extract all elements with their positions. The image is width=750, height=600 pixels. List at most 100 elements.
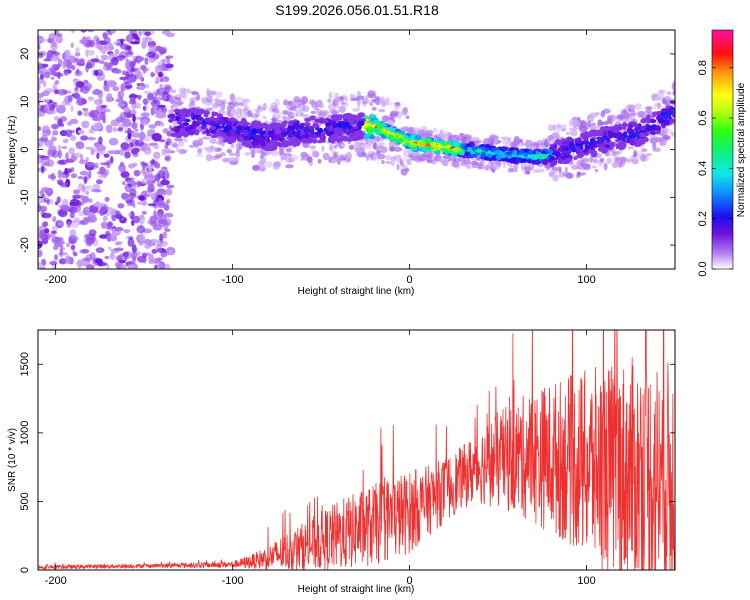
spectrogram-cell	[132, 255, 136, 264]
spectrogram-cell	[289, 106, 297, 111]
spectrogram-cell	[253, 108, 262, 112]
spectrogram-cell	[197, 110, 205, 114]
spectrogram-cell	[276, 111, 282, 119]
spectrogram-cell	[426, 130, 434, 134]
spectrogram-cell	[165, 188, 173, 196]
spectrogram-cell	[644, 137, 649, 143]
spectrogram-cell	[348, 144, 355, 150]
spectrogram-cell	[340, 96, 345, 101]
spectrogram-cell	[355, 146, 364, 154]
spectrogram-cell	[671, 82, 675, 90]
spectrogram-cell	[465, 143, 471, 147]
spectrogram-cell	[524, 170, 531, 175]
spectrogram-cell	[595, 112, 600, 116]
spectrogram-cell	[44, 228, 50, 234]
spectrogram-cell	[181, 149, 188, 153]
spectrogram-cell	[243, 106, 250, 112]
spectrogram-cell	[613, 150, 620, 155]
spectrogram-cell	[49, 260, 58, 266]
spectrogram-cell	[41, 165, 45, 174]
spectrogram-cell	[615, 139, 620, 143]
spectrogram-cell	[276, 142, 284, 146]
spectrogram-cell	[304, 129, 312, 134]
spectrogram-cell	[634, 103, 642, 111]
spectrogram-cell	[206, 88, 211, 97]
spectrogram-cell	[381, 160, 385, 164]
spectrogram-cell	[547, 135, 554, 141]
spectrogram-cell	[141, 252, 151, 256]
spectrogram-cell	[637, 123, 642, 128]
spectrogram-cell	[502, 139, 509, 145]
spectrogram-cell	[136, 56, 145, 62]
spectrogram-cell	[389, 146, 396, 152]
spectrogram-cell	[128, 260, 133, 266]
spectrogram-cell	[218, 119, 226, 125]
spectrogram-cell	[155, 244, 163, 253]
spectrogram-cell	[148, 164, 153, 172]
spectrogram-cell	[664, 95, 671, 101]
spectrogram-cell	[41, 212, 52, 219]
spectrogram-cells	[38, 30, 675, 269]
spectrogram-cell	[281, 131, 286, 137]
spectrogram-cell	[179, 90, 186, 99]
spectrogram-cell	[80, 30, 87, 33]
spectrogram-cell	[165, 171, 170, 180]
spectrogram-cell	[327, 137, 332, 143]
spectrogram-cell	[159, 49, 166, 55]
spectrogram-cell	[406, 149, 414, 155]
spectrogram-cell	[44, 88, 54, 94]
spectrogram-cell	[117, 127, 124, 132]
spectrogram-cell	[69, 134, 77, 142]
spectrogram-cell	[147, 203, 157, 207]
spectrogram-cell	[316, 108, 322, 116]
spectrogram-cell	[87, 96, 95, 101]
spectrogram-cell	[98, 114, 106, 121]
spectrogram-cell	[548, 171, 555, 178]
spectrogram-cell	[403, 152, 407, 159]
spectrogram-cell	[465, 163, 471, 169]
spectrogram-cell	[209, 126, 216, 130]
spectrogram-cell	[131, 66, 135, 72]
spectrogram-cell	[319, 134, 327, 141]
spectrogram-cell	[161, 166, 168, 170]
spectrogram-cell	[154, 265, 158, 269]
spectrogram-cell	[133, 215, 141, 224]
spectrogram-cell	[88, 198, 93, 204]
spectrogram-cell	[222, 138, 230, 143]
spectrogram-cell	[311, 100, 316, 109]
spectrogram-cell	[127, 122, 136, 127]
y-tick-label: 1500	[19, 352, 31, 376]
spectrogram-cell	[130, 180, 136, 187]
spectrogram-cell	[560, 159, 568, 164]
spectrogram-cell	[71, 93, 75, 97]
spectrogram-cell	[81, 120, 90, 129]
spectrogram-cell	[82, 107, 89, 112]
spectrogram-cell	[50, 230, 58, 234]
spectrogram-cell	[179, 123, 185, 128]
spectrogram-cell	[260, 157, 267, 165]
spectrogram-cell	[75, 46, 80, 56]
spectrogram-cell	[43, 58, 52, 62]
spectrogram-cell	[62, 60, 67, 70]
spectrogram-cell	[588, 114, 597, 119]
spectrogram-cell	[146, 242, 157, 247]
spectrogram-cell	[51, 132, 55, 140]
spectrogram-cell	[42, 98, 50, 104]
spectrogram-cell	[241, 129, 249, 137]
spectrogram-cell	[366, 154, 370, 162]
spectrogram-cell	[368, 93, 377, 99]
spectrogram-cell	[622, 132, 627, 138]
spectrogram-cell	[88, 128, 95, 134]
spectrogram-cell	[189, 97, 197, 103]
spectrogram-cell	[519, 149, 523, 156]
spectrogram-cell	[654, 137, 663, 141]
spectrogram-cell	[142, 134, 152, 142]
spectrogram-cell	[96, 145, 107, 151]
spectrogram-cell	[421, 129, 425, 133]
spectrogram-cell	[238, 142, 242, 151]
spectrogram-cell	[187, 129, 196, 135]
spectrogram-cell	[140, 64, 146, 71]
spectrogram-cell	[41, 129, 51, 137]
spectrogram-cell	[334, 97, 340, 104]
spectrogram-cell	[640, 125, 647, 130]
